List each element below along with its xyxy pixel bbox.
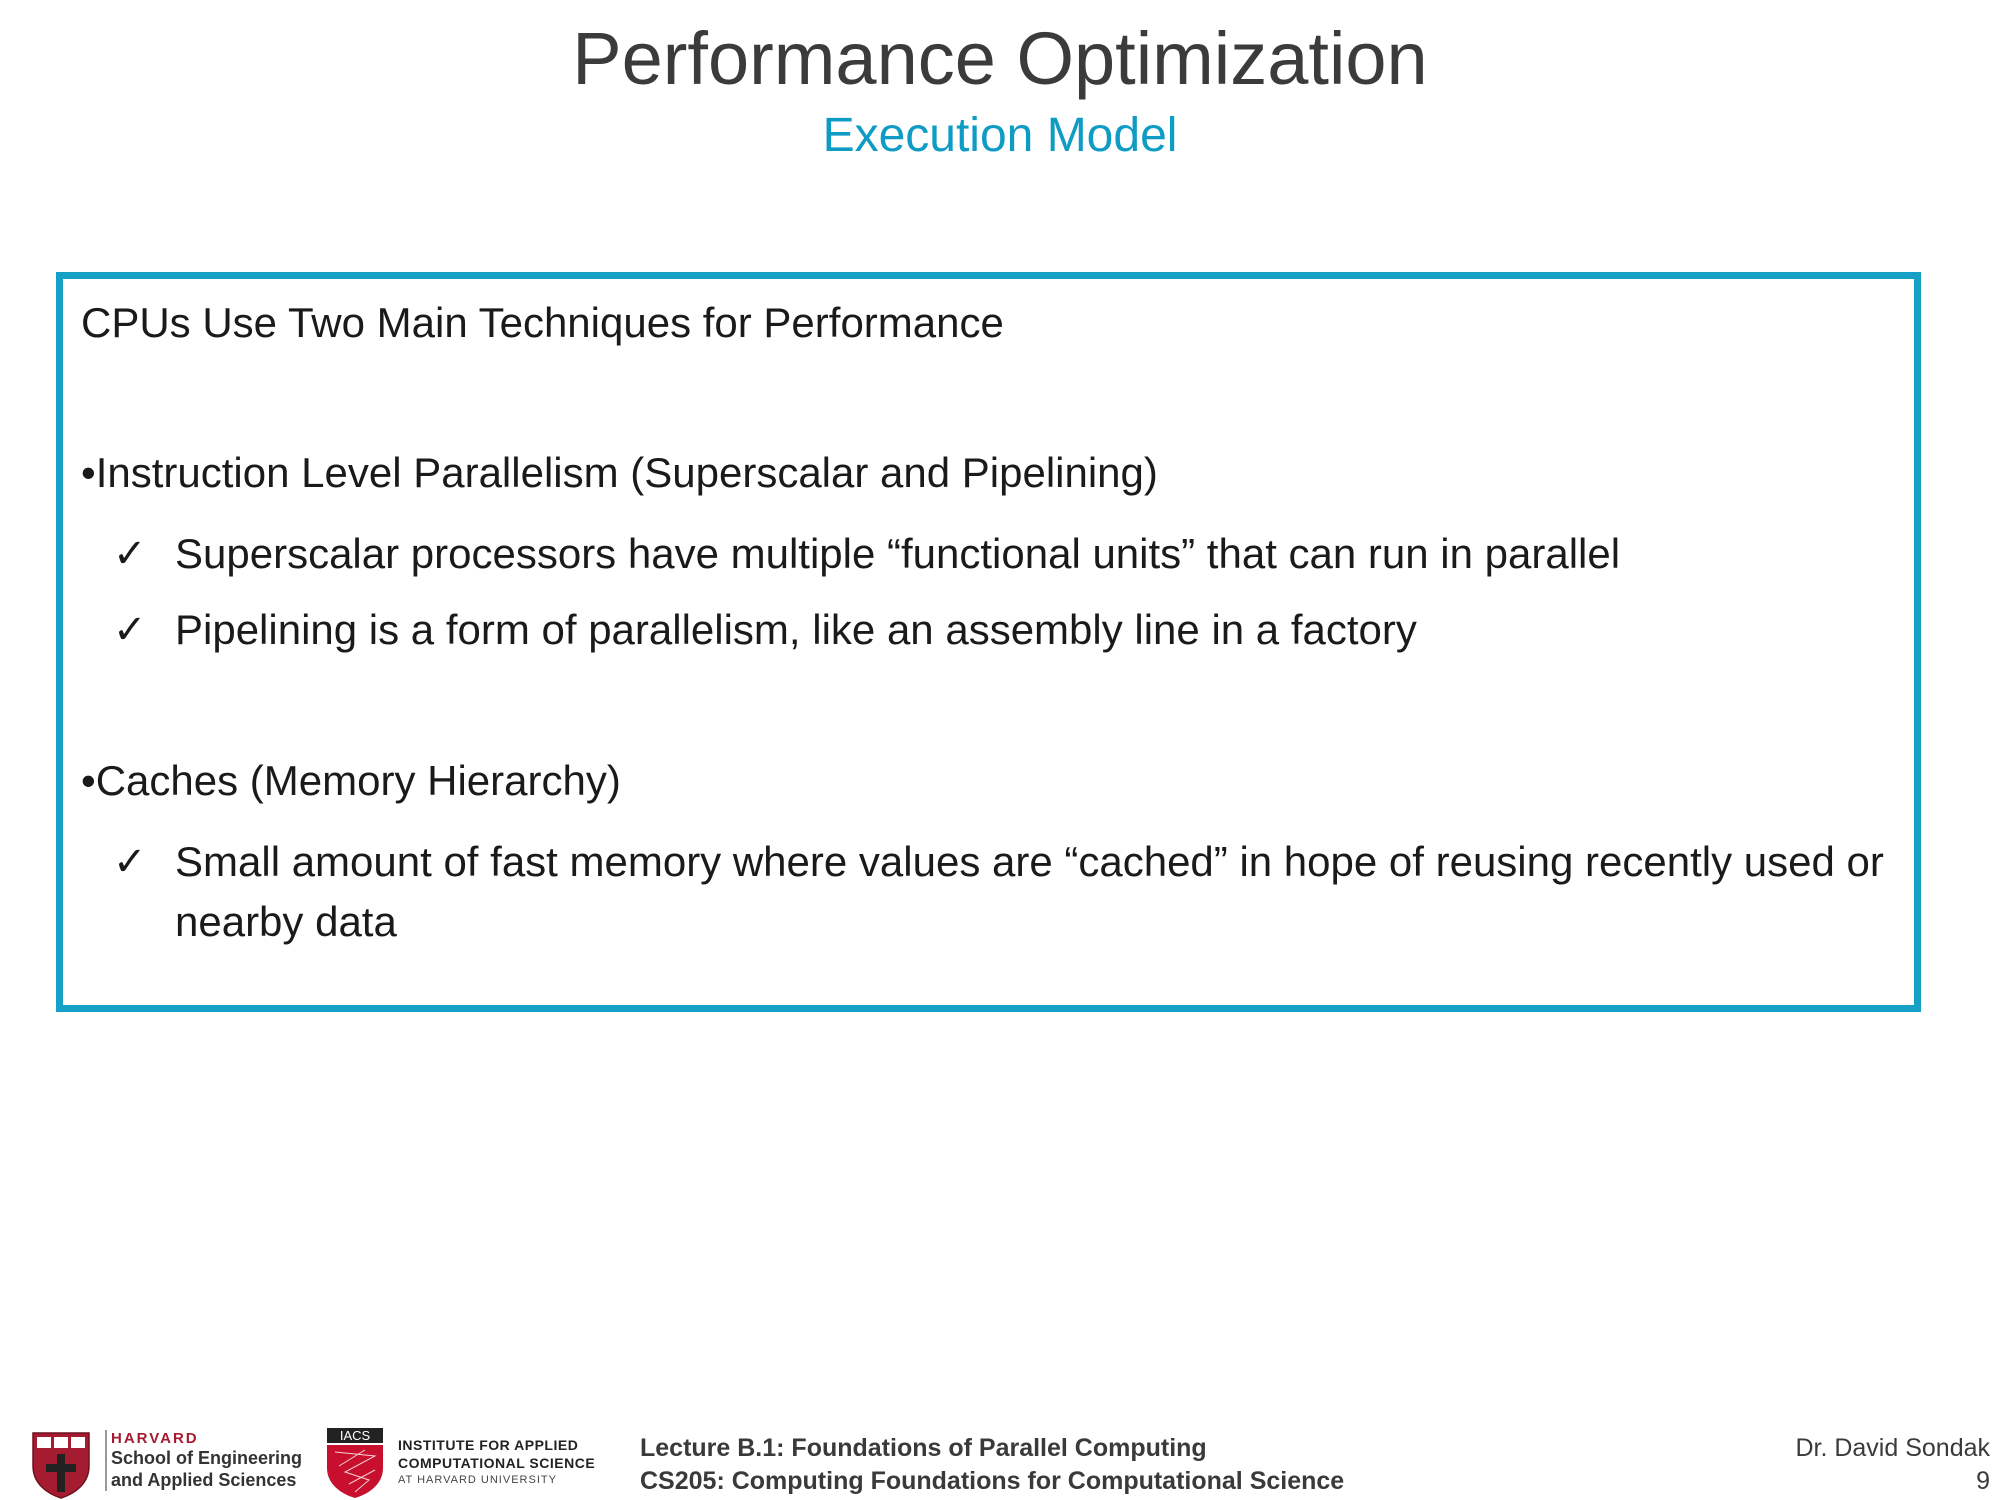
- slide-footer: HARVARD School of Engineering and Applie…: [0, 1420, 2000, 1500]
- page-number: 9: [1976, 1467, 1990, 1495]
- harvard-school-line1: School of Engineering: [111, 1448, 303, 1468]
- subitem-superscalar: Superscalar processors have multiple “fu…: [175, 530, 1621, 577]
- check-icon: ✓: [113, 532, 147, 576]
- slide-subtitle: Execution Model: [822, 109, 1178, 162]
- harvard-name: HARVARD: [111, 1430, 199, 1447]
- subitem-cache-memory: Small amount of fast memory where values…: [175, 838, 1884, 945]
- harvard-seas-logo: HARVARD School of Engineering and Applie…: [105, 1430, 302, 1491]
- subitem-pipelining: Pipelining is a form of parallelism, lik…: [175, 606, 1417, 653]
- harvard-school-line2: and Applied Sciences: [111, 1470, 297, 1490]
- iacs-line1: INSTITUTE FOR APPLIED: [398, 1437, 579, 1453]
- harvard-shield-icon: [32, 1432, 90, 1499]
- content-box: CPUs Use Two Main Techniques for Perform…: [56, 272, 1921, 1012]
- author-info: Dr. David Sondak 9: [1795, 1432, 1990, 1498]
- iacs-shield-icon: IACS: [327, 1428, 383, 1498]
- author-name: Dr. David Sondak: [1795, 1434, 1990, 1462]
- check-icon: ✓: [113, 608, 147, 652]
- bullet-caches: •Caches (Memory Hierarchy): [81, 757, 621, 804]
- course-title: CS205: Computing Foundations for Computa…: [640, 1467, 1345, 1495]
- box-heading: CPUs Use Two Main Techniques for Perform…: [81, 299, 1004, 346]
- iacs-label: IACS: [340, 1428, 371, 1443]
- check-icon: ✓: [113, 840, 147, 884]
- lecture-info: Lecture B.1: Foundations of Parallel Com…: [640, 1432, 1344, 1498]
- lecture-title: Lecture B.1: Foundations of Parallel Com…: [640, 1434, 1207, 1462]
- slide-title: Performance Optimization: [572, 17, 1428, 100]
- iacs-line3: AT HARVARD UNIVERSITY: [398, 1474, 557, 1486]
- bullet-ilp: •Instruction Level Parallelism (Supersca…: [81, 449, 1158, 496]
- iacs-logo-text: INSTITUTE FOR APPLIED COMPUTATIONAL SCIE…: [398, 1436, 595, 1488]
- iacs-line2: COMPUTATIONAL SCIENCE: [398, 1455, 596, 1471]
